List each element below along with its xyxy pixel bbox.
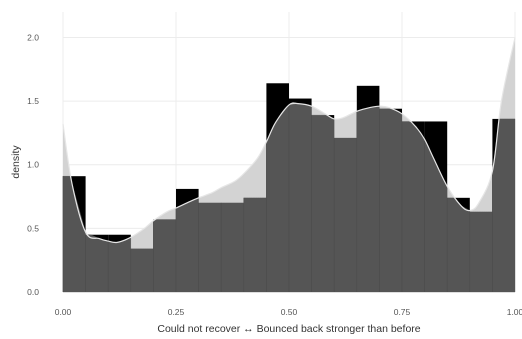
x-tick-label-2: 0.50 bbox=[281, 307, 298, 317]
y-tick-label-2: 1.0 bbox=[27, 160, 39, 170]
histogram-bar-13 bbox=[356, 106, 380, 293]
histogram-bar-6 bbox=[198, 202, 222, 293]
x-axis-title: Could not recover ↔ Bounced back stronge… bbox=[157, 323, 420, 335]
x-tick-label-3: 0.75 bbox=[394, 307, 411, 317]
x-tick-label-1: 0.25 bbox=[168, 307, 185, 317]
histogram-bar-5 bbox=[175, 197, 199, 293]
histogram-bar-14 bbox=[379, 108, 403, 293]
histogram-bar-17 bbox=[447, 197, 470, 293]
histogram-bar-15 bbox=[401, 121, 425, 293]
y-tick-label-3: 1.5 bbox=[27, 96, 39, 106]
histogram-bar-3 bbox=[130, 248, 154, 293]
y-axis-title: density bbox=[10, 145, 22, 179]
histogram-bar-18 bbox=[469, 211, 493, 293]
x-tick-label-0: 0.00 bbox=[55, 307, 72, 317]
histogram-bars bbox=[62, 103, 516, 293]
y-tick-label-0: 0.0 bbox=[27, 287, 39, 297]
histogram-bar-1 bbox=[85, 234, 109, 293]
histogram-bar-7 bbox=[221, 202, 244, 293]
y-axis-ticks: 0.0 0.5 1.0 1.5 2.0 bbox=[27, 32, 39, 297]
x-tick-label-4: 1.00 bbox=[507, 307, 522, 317]
histogram-bar-11 bbox=[311, 114, 335, 293]
histogram-bar-10 bbox=[288, 103, 312, 293]
y-tick-label-1: 0.5 bbox=[27, 223, 39, 233]
y-tick-label-4: 2.0 bbox=[27, 32, 39, 42]
histogram-bar-2 bbox=[108, 237, 131, 293]
density-curve-line bbox=[62, 37, 516, 244]
histogram-bar-8 bbox=[243, 197, 267, 293]
x-axis-ticks: 0.00 0.25 0.50 0.75 1.00 bbox=[55, 307, 522, 317]
histogram-bar-4 bbox=[153, 219, 177, 293]
histogram-bar-12 bbox=[334, 137, 357, 293]
